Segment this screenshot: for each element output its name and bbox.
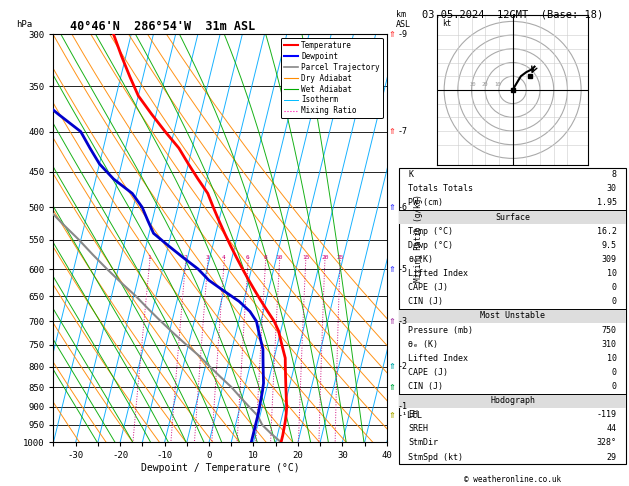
Text: 8: 8	[264, 255, 267, 260]
Text: Totals Totals: Totals Totals	[408, 184, 474, 193]
Text: 25: 25	[337, 255, 343, 260]
Text: 16.2: 16.2	[597, 226, 617, 236]
Bar	[399, 394, 626, 408]
Text: ⇑: ⇑	[388, 203, 396, 212]
Text: 15: 15	[302, 255, 309, 260]
Text: 8: 8	[612, 170, 617, 179]
Text: 20: 20	[321, 255, 328, 260]
Text: -119: -119	[597, 410, 617, 419]
Text: -5: -5	[398, 264, 408, 274]
Text: 309: 309	[602, 255, 617, 264]
Text: 750: 750	[602, 326, 617, 334]
Text: CIN (J): CIN (J)	[408, 382, 443, 391]
Text: 03.05.2024  12GMT  (Base: 18): 03.05.2024 12GMT (Base: 18)	[422, 10, 603, 20]
Text: 10: 10	[276, 255, 283, 260]
Text: 0: 0	[612, 382, 617, 391]
Text: Hodograph: Hodograph	[490, 396, 535, 405]
Text: StmSpd (kt): StmSpd (kt)	[408, 452, 464, 462]
Text: 310: 310	[602, 340, 617, 348]
Text: 44: 44	[607, 424, 617, 434]
Text: 30: 30	[607, 184, 617, 193]
Text: SREH: SREH	[408, 424, 428, 434]
Text: ⇑: ⇑	[388, 411, 396, 420]
Text: hPa: hPa	[16, 20, 32, 29]
Text: 10: 10	[607, 269, 617, 278]
Text: kt: kt	[442, 19, 451, 28]
Bar	[399, 309, 626, 323]
Text: © weatheronline.co.uk: © weatheronline.co.uk	[464, 474, 561, 484]
Text: θₑ (K): θₑ (K)	[408, 340, 438, 348]
Text: 6: 6	[246, 255, 250, 260]
Text: Lifted Index: Lifted Index	[408, 269, 469, 278]
Text: 0: 0	[612, 283, 617, 292]
Text: km
ASL: km ASL	[396, 10, 411, 29]
Text: 29: 29	[607, 452, 617, 462]
Legend: Temperature, Dewpoint, Parcel Trajectory, Dry Adiabat, Wet Adiabat, Isotherm, Mi: Temperature, Dewpoint, Parcel Trajectory…	[281, 38, 383, 119]
Text: CIN (J): CIN (J)	[408, 297, 443, 306]
FancyBboxPatch shape	[399, 168, 626, 464]
Text: 0: 0	[612, 297, 617, 306]
Text: ⇑: ⇑	[388, 264, 396, 274]
Text: PW (cm): PW (cm)	[408, 198, 443, 208]
Text: Pressure (mb): Pressure (mb)	[408, 326, 474, 334]
Text: CAPE (J): CAPE (J)	[408, 368, 448, 377]
Text: Mixing Ratio (g/kg): Mixing Ratio (g/kg)	[414, 194, 423, 282]
Text: 20: 20	[481, 82, 488, 87]
X-axis label: Dewpoint / Temperature (°C): Dewpoint / Temperature (°C)	[141, 463, 299, 473]
Text: -9: -9	[398, 30, 408, 38]
Text: 328°: 328°	[597, 438, 617, 448]
Text: 10: 10	[607, 354, 617, 363]
Text: Temp (°C): Temp (°C)	[408, 226, 454, 236]
Text: -¹LCL: -¹LCL	[398, 411, 423, 420]
Text: 4: 4	[222, 255, 226, 260]
Text: ⇑: ⇑	[388, 382, 396, 392]
Text: CAPE (J): CAPE (J)	[408, 283, 448, 292]
Text: Surface: Surface	[495, 212, 530, 222]
Text: -7: -7	[398, 127, 408, 136]
Text: StmDir: StmDir	[408, 438, 438, 448]
Text: K: K	[408, 170, 413, 179]
Text: EH: EH	[408, 410, 418, 419]
Text: ⇑: ⇑	[388, 30, 396, 38]
Text: ⇑: ⇑	[388, 127, 396, 136]
Text: 10: 10	[494, 82, 500, 87]
Text: 1: 1	[148, 255, 152, 260]
Text: 9.5: 9.5	[602, 241, 617, 250]
Text: 1.95: 1.95	[597, 198, 617, 208]
Text: 40°46'N  286°54'W  31m ASL: 40°46'N 286°54'W 31m ASL	[70, 20, 255, 33]
Text: ⇑: ⇑	[388, 362, 396, 371]
Text: θₑ(K): θₑ(K)	[408, 255, 433, 264]
Text: ⇑: ⇑	[388, 317, 396, 326]
Text: Most Unstable: Most Unstable	[480, 312, 545, 320]
Text: -1: -1	[398, 402, 408, 411]
Text: Dewp (°C): Dewp (°C)	[408, 241, 454, 250]
Text: Lifted Index: Lifted Index	[408, 354, 469, 363]
Text: -6: -6	[398, 203, 408, 212]
Text: 30: 30	[469, 82, 476, 87]
Text: -3: -3	[398, 317, 408, 326]
Text: 3: 3	[206, 255, 209, 260]
Text: -2: -2	[398, 362, 408, 371]
Bar	[399, 210, 626, 224]
Text: 0: 0	[612, 368, 617, 377]
Text: 2: 2	[184, 255, 187, 260]
